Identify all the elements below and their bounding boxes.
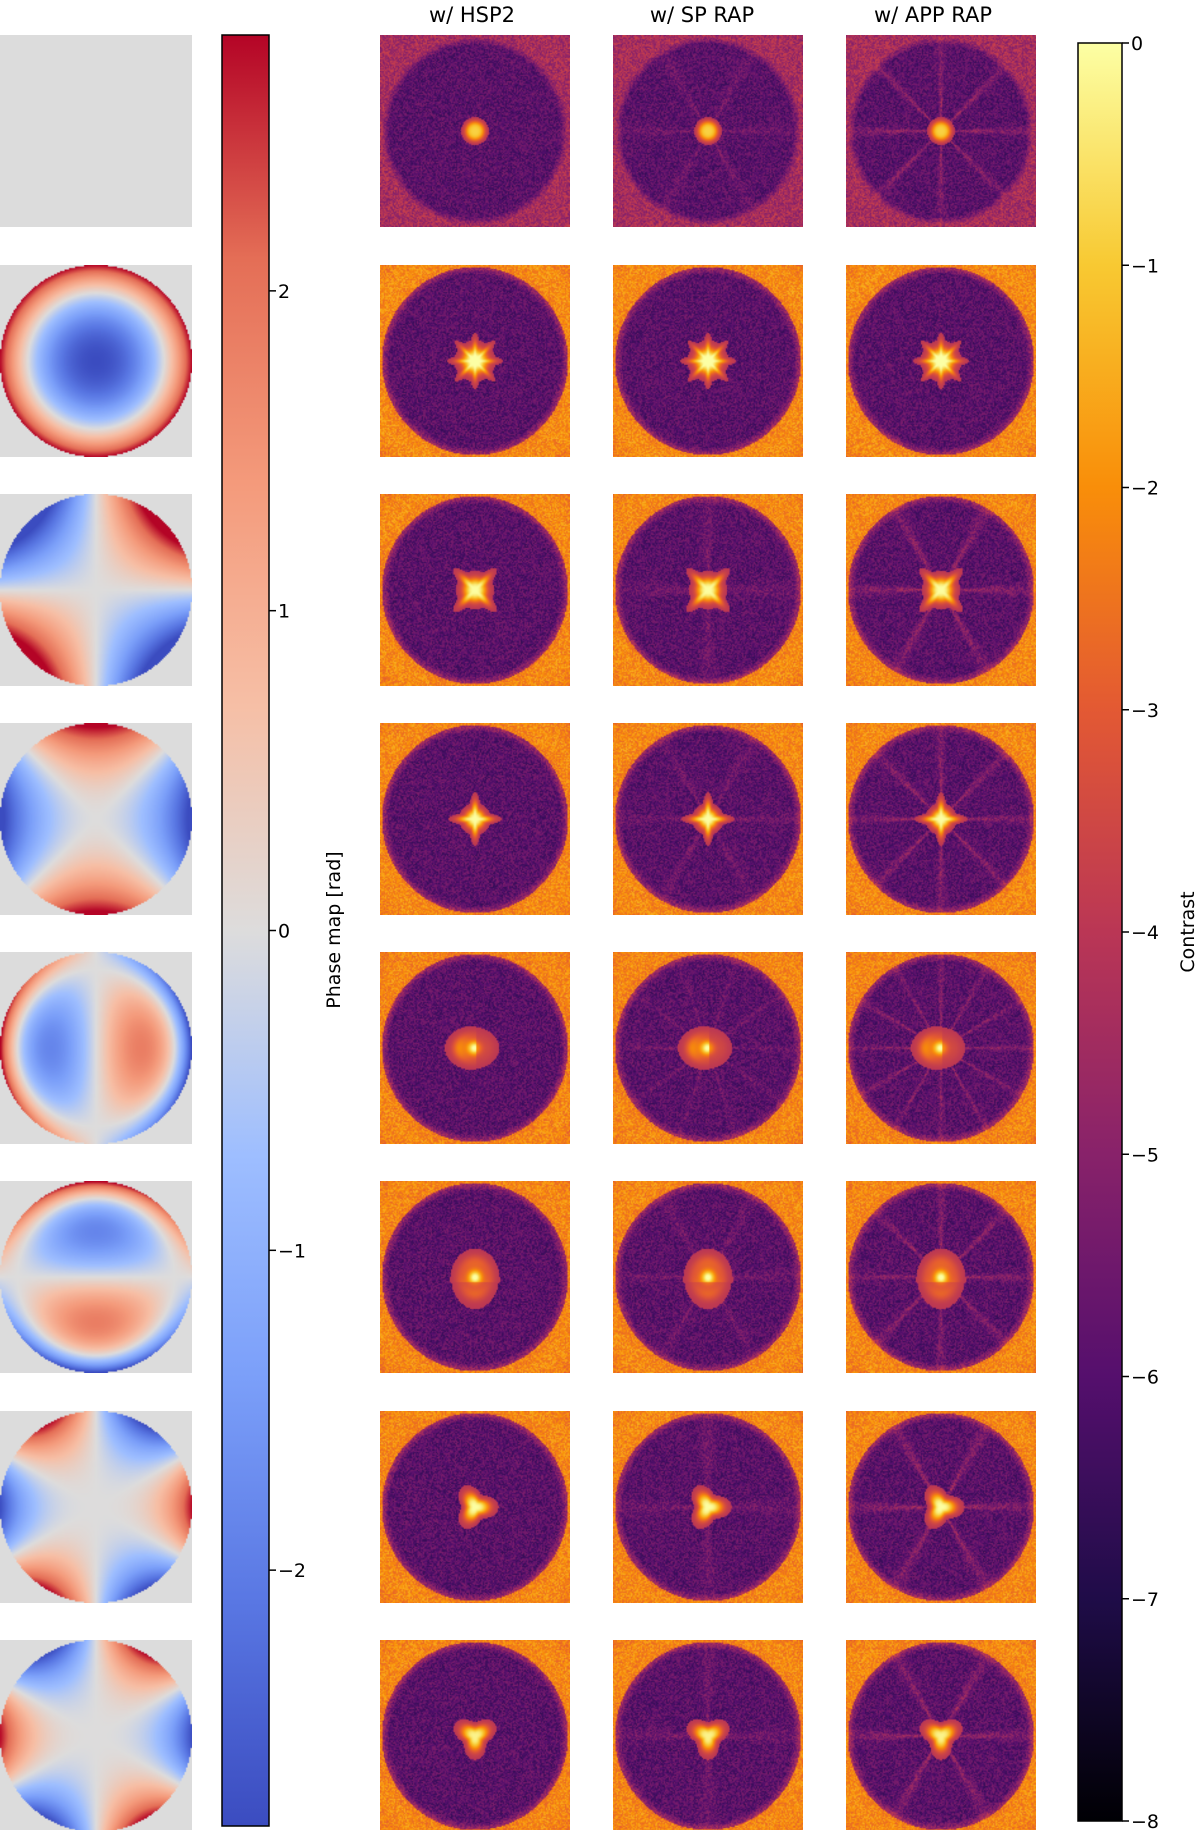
contrast-image-row-7-col-2: [613, 1411, 803, 1603]
contrast-image-row-4-col-1: [380, 723, 570, 915]
phase-colorbar: 2 1 0 −1 −2 Phase map [rad]: [221, 34, 345, 1827]
contrast-image-row-5-col-1: [380, 952, 570, 1144]
contrast-colorbar: 0 −1 −2 −3 −4 −5 −6 −7 −8 Contrast: [1077, 33, 1199, 1830]
phase-tick-label: −1: [278, 1240, 306, 1262]
contrast-tick-label: −7: [1131, 1589, 1159, 1611]
contrast-image-row-2-col-1: [380, 265, 570, 457]
phase-colorbar-ticks: 2 1 0 −1 −2: [269, 281, 306, 1582]
phase-tick-label: −2: [278, 1560, 306, 1582]
phase-map-row-4: [0, 723, 192, 915]
contrast-image-row-6-col-2: [613, 1181, 803, 1373]
contrast-tick-label: −6: [1131, 1367, 1159, 1389]
contrast-image-row-5-col-3: [846, 952, 1036, 1144]
contrast-image-panels: [380, 35, 1036, 1830]
contrast-image-row-6-col-1: [380, 1181, 570, 1373]
contrast-tick-label: −1: [1131, 255, 1159, 277]
contrast-image-row-2-col-3: [846, 265, 1036, 457]
contrast-image-row-7-col-1: [380, 1411, 570, 1603]
phase-tick-label: 0: [278, 921, 290, 943]
contrast-image-row-1-col-3: [846, 35, 1036, 227]
contrast-tick-label: −5: [1131, 1144, 1159, 1166]
contrast-image-row-3-col-1: [380, 494, 570, 686]
contrast-image-row-8-col-1: [380, 1640, 570, 1830]
contrast-image-row-1-col-2: [613, 35, 803, 227]
contrast-image-row-8-col-2: [613, 1640, 803, 1830]
phase-map-row-3: [0, 494, 192, 686]
contrast-tick-label: −8: [1131, 1811, 1159, 1830]
phase-map-row-7: [0, 1411, 192, 1603]
phase-tick-label: 2: [278, 281, 290, 303]
contrast-image-row-7-col-3: [846, 1411, 1036, 1603]
contrast-image-row-4-col-2: [613, 723, 803, 915]
phase-map-row-2: [0, 265, 192, 457]
contrast-colorbar-gradient: [1077, 42, 1123, 1822]
contrast-image-row-4-col-3: [846, 723, 1036, 915]
contrast-tick-label: −3: [1131, 700, 1159, 722]
phase-map-row-8: [0, 1640, 192, 1830]
phase-map-row-6: [0, 1181, 192, 1373]
phase-map-panels: [0, 35, 192, 1830]
phase-colorbar-label: Phase map [rad]: [323, 851, 345, 1008]
contrast-image-row-3-col-2: [613, 494, 803, 686]
column-title-hsp2: w/ HSP2: [429, 3, 515, 27]
column-title-sp-rap: w/ SP RAP: [650, 3, 754, 27]
contrast-image-row-8-col-3: [846, 1640, 1036, 1830]
phase-tick-label: 1: [278, 601, 290, 623]
column-title-app-rap: w/ APP RAP: [874, 3, 992, 27]
phase-map-row-5: [0, 952, 192, 1144]
contrast-tick-label: −2: [1131, 478, 1159, 500]
phase-colorbar-gradient: [221, 34, 270, 1827]
contrast-image-row-2-col-2: [613, 265, 803, 457]
contrast-image-row-1-col-1: [380, 35, 570, 227]
contrast-image-row-6-col-3: [846, 1181, 1036, 1373]
contrast-tick-label: −4: [1131, 922, 1159, 944]
phase-map-row-1: [0, 35, 192, 227]
contrast-image-row-3-col-3: [846, 494, 1036, 686]
contrast-colorbar-label: Contrast: [1177, 891, 1199, 972]
contrast-colorbar-ticks: 0 −1 −2 −3 −4 −5 −6 −7 −8: [1122, 33, 1159, 1830]
contrast-image-row-5-col-2: [613, 952, 803, 1144]
contrast-tick-label: 0: [1131, 33, 1143, 55]
